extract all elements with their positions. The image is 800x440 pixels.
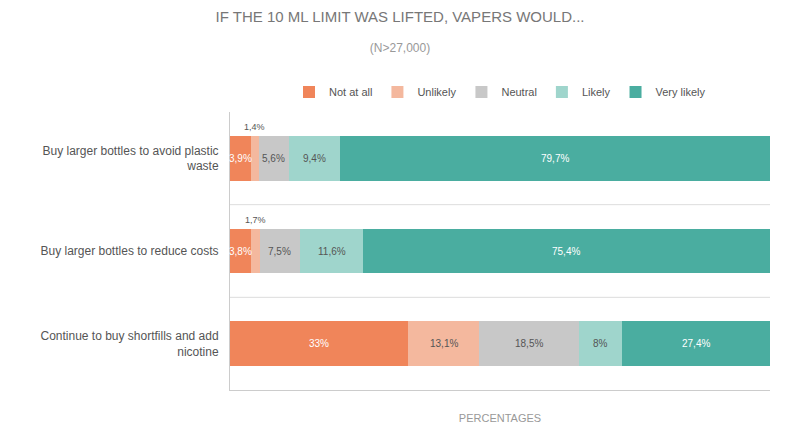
svg-text:13,1%: 13,1% (430, 338, 458, 349)
svg-text:11,6%: 11,6% (318, 246, 346, 257)
svg-text:(N>27,000): (N>27,000) (370, 41, 430, 55)
svg-text:5,6%: 5,6% (262, 153, 285, 164)
svg-text:Not at all: Not at all (329, 86, 372, 98)
svg-text:8%: 8% (593, 338, 608, 349)
svg-text:1,7%: 1,7% (245, 215, 266, 225)
svg-text:33%: 33% (309, 338, 329, 349)
svg-text:9,4%: 9,4% (303, 153, 326, 164)
svg-text:3,9%: 3,9% (229, 153, 252, 164)
svg-text:7,5%: 7,5% (268, 246, 291, 257)
svg-text:Unlikely: Unlikely (417, 86, 456, 98)
svg-text:79,7%: 79,7% (541, 153, 569, 164)
svg-text:IF THE 10 ML LIMIT WAS LIFTED,: IF THE 10 ML LIMIT WAS LIFTED, VAPERS WO… (216, 8, 585, 25)
svg-text:75,4%: 75,4% (552, 246, 580, 257)
svg-text:1,4%: 1,4% (244, 122, 265, 132)
svg-text:27,4%: 27,4% (682, 338, 710, 349)
svg-text:Neutral: Neutral (501, 86, 536, 98)
svg-text:Buy larger bottles to reduce c: Buy larger bottles to reduce costs (41, 244, 219, 258)
svg-text:Very likely: Very likely (656, 86, 706, 98)
svg-text:18,5%: 18,5% (515, 338, 543, 349)
svg-text:Continue to buy shortfills and: Continue to buy shortfills and addnicoti… (40, 329, 218, 359)
svg-text:3,8%: 3,8% (229, 246, 252, 257)
svg-text:PERCENTAGES: PERCENTAGES (459, 412, 541, 424)
svg-text:Buy larger bottles to avoid pl: Buy larger bottles to avoid plasticwaste (43, 144, 219, 174)
svg-text:Likely: Likely (582, 86, 611, 98)
